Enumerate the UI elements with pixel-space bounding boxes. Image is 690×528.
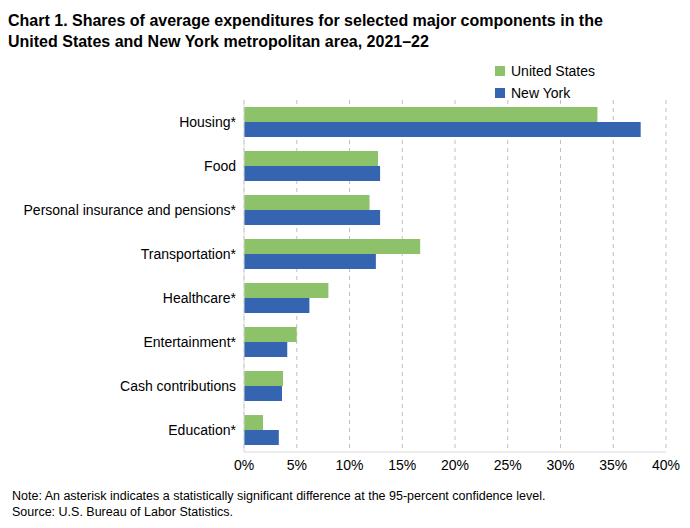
svg-text:15%: 15% <box>388 457 416 473</box>
svg-text:Entertainment*: Entertainment* <box>143 334 236 350</box>
svg-text:30%: 30% <box>546 457 574 473</box>
svg-text:0%: 0% <box>234 457 254 473</box>
svg-text:20%: 20% <box>441 457 469 473</box>
svg-text:Education*: Education* <box>168 422 236 438</box>
svg-text:40%: 40% <box>652 457 680 473</box>
html-text:Note: An asterisk indicates a: Note: An asterisk indicates a statistica… <box>12 489 546 503</box>
svg-text:Cash contributions: Cash contributions <box>120 378 236 394</box>
svg-text:Transportation*: Transportation* <box>141 246 237 262</box>
html-text:New York: New York <box>511 85 571 101</box>
svg-text:10%: 10% <box>335 457 363 473</box>
html-text:Source: U.S. Bureau of Labor S: Source: U.S. Bureau of Labor Statistics. <box>12 505 233 519</box>
svg-text:Housing*: Housing* <box>179 114 236 130</box>
svg-text:Healthcare*: Healthcare* <box>163 290 237 306</box>
html-text:United States: United States <box>511 63 596 79</box>
html-text:Chart 1. Shares of average exp: Chart 1. Shares of average expenditures … <box>8 12 603 50</box>
svg-text:35%: 35% <box>599 457 627 473</box>
svg-text:5%: 5% <box>287 457 307 473</box>
svg-text:25%: 25% <box>494 457 522 473</box>
svg-text:Food: Food <box>204 158 236 174</box>
svg-text:Personal insurance and pension: Personal insurance and pensions* <box>24 202 237 218</box>
